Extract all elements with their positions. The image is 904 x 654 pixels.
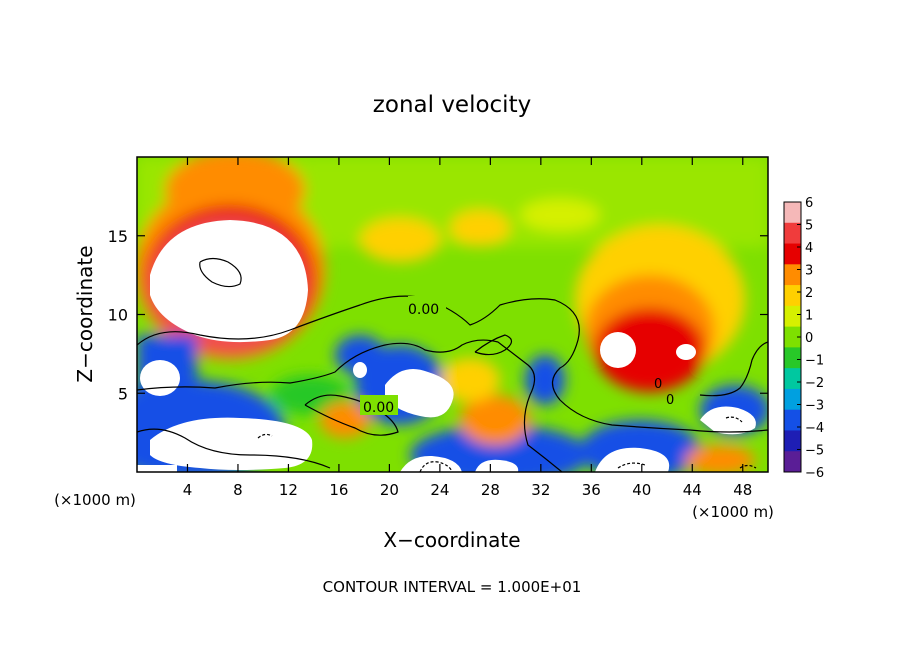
contour-label: 0.00	[363, 400, 394, 416]
colorbar-tick-label: 2	[805, 286, 813, 301]
colorbar-segment	[784, 388, 801, 411]
colorbar: 6 5 4 3 2 1 0 −1 −2 −3 −4 −5 −6	[783, 196, 824, 481]
contour-label: 0	[666, 393, 674, 408]
plot-area: 0.00 0.00 0 0	[137, 157, 768, 472]
x-tick-label: 32	[531, 481, 550, 499]
colorbar-segment	[784, 243, 801, 265]
colorbar-tick-label: 5	[805, 219, 813, 234]
x-tick-label: 4	[183, 481, 193, 499]
y-axis-label: Z−coordinate	[73, 245, 97, 382]
region-below-min	[353, 362, 367, 378]
x-tick-label: 20	[380, 481, 399, 499]
colorbar-tick-label: −5	[805, 444, 824, 459]
x-tick-label: 12	[279, 481, 298, 499]
colorbar-segment	[784, 409, 801, 431]
x-tick-label: 28	[481, 481, 500, 499]
region-below-min	[150, 417, 313, 470]
x-tick-label: 44	[683, 481, 702, 499]
y-tick-label: 15	[108, 227, 128, 246]
chart-title: zonal velocity	[373, 92, 531, 118]
colorbar-segment	[784, 347, 801, 369]
colorbar-tick-label: 6	[805, 196, 813, 211]
y-axis: 5 10 15	[108, 227, 768, 403]
region-above-max	[600, 332, 636, 368]
contour-label-bg	[360, 395, 398, 415]
region-below-min	[140, 360, 180, 396]
x-unit-label: (×1000 m)	[692, 503, 774, 521]
region-below-min	[137, 465, 177, 472]
colorbar-tick-label: 4	[805, 241, 813, 256]
x-tick-label: 24	[430, 481, 449, 499]
colorbar-segment	[784, 368, 801, 390]
colorbar-segment	[784, 264, 801, 286]
region-below-min	[700, 406, 756, 435]
colorbar-tick-label: −4	[805, 421, 824, 436]
colorbar-segment	[784, 222, 801, 245]
colorbar-segment	[784, 285, 801, 307]
colorbar-tick-label: −3	[805, 399, 824, 414]
colorbar-tick-label: −6	[805, 466, 824, 481]
x-tick-label: 48	[733, 481, 752, 499]
contour-label-bg	[408, 296, 446, 316]
colorbar-segment	[784, 430, 801, 452]
region-above-max	[150, 220, 308, 343]
region-below-min	[400, 455, 462, 472]
colorbar-segment	[784, 305, 801, 328]
colorbar-tick-label: 0	[805, 331, 813, 346]
contour-lines	[137, 257, 768, 472]
region-below-min	[385, 368, 454, 418]
y-tick-label: 5	[118, 384, 128, 403]
y-unit-label: (×1000 m)	[54, 491, 136, 509]
x-tick-label: 16	[329, 481, 348, 499]
region-below-min	[595, 447, 670, 472]
x-tick-label: 40	[632, 481, 651, 499]
x-axis-label: X−coordinate	[383, 528, 520, 552]
region-above-max	[676, 344, 696, 360]
colorbar-tick-label: 3	[805, 264, 813, 279]
colorbar-tick-label: −2	[805, 376, 824, 391]
contour-label: 0.00	[408, 302, 439, 318]
colorbar-tick-label: 1	[805, 309, 813, 324]
colorbar-segment	[784, 451, 801, 473]
x-tick-label: 36	[582, 481, 601, 499]
contour-interval-note: CONTOUR INTERVAL = 1.000E+01	[323, 578, 582, 596]
colorbar-segment	[784, 202, 801, 224]
x-tick-label: 8	[233, 481, 243, 499]
x-axis: 4 8 12 16 20 24 28 32 36 40 44 48	[183, 157, 752, 499]
colorbar-tick-label: −1	[805, 354, 824, 369]
contour-label: 0	[654, 377, 662, 392]
region-below-min	[475, 459, 519, 472]
y-tick-label: 10	[108, 306, 128, 325]
colorbar-segment	[784, 326, 801, 348]
